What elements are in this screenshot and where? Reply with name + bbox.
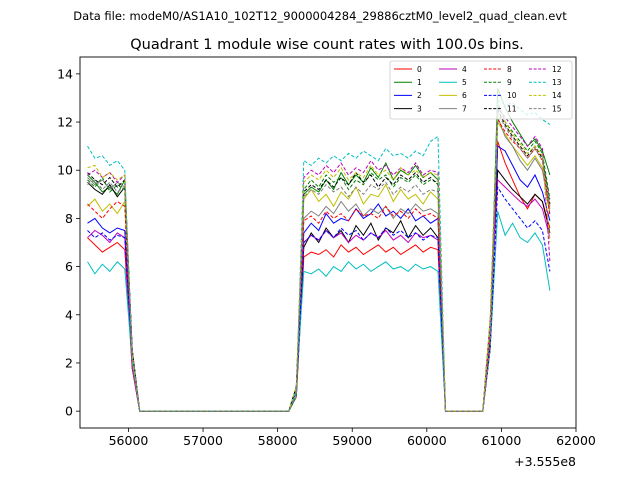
legend-label-13: 13 bbox=[552, 78, 562, 87]
legend-label-8: 8 bbox=[507, 65, 512, 74]
x-tick-label: 61000 bbox=[482, 433, 522, 448]
x-tick-label: 59000 bbox=[332, 433, 372, 448]
x-axis-ticks: 56000 57000 58000 59000 60000 61000 62000 bbox=[109, 428, 596, 448]
y-tick-label: 0 bbox=[65, 404, 73, 419]
legend-label-12: 12 bbox=[552, 65, 562, 74]
y-tick-label: 14 bbox=[57, 66, 73, 81]
legend-label-5: 5 bbox=[462, 78, 467, 87]
legend-label-4: 4 bbox=[462, 65, 467, 74]
chart-title: Quadrant 1 module wise count rates with … bbox=[130, 37, 524, 53]
legend-label-1: 1 bbox=[417, 78, 422, 87]
figure-suptitle: Data file: modeM0/AS1A10_102T12_90000042… bbox=[73, 9, 567, 23]
y-tick-label: 6 bbox=[65, 259, 73, 274]
y-tick-label: 8 bbox=[65, 211, 73, 226]
legend-label-0: 0 bbox=[417, 65, 422, 74]
x-tick-label: 62000 bbox=[556, 433, 596, 448]
x-tick-label: 56000 bbox=[109, 433, 149, 448]
x-tick-label: 57000 bbox=[183, 433, 223, 448]
y-tick-label: 4 bbox=[65, 307, 73, 322]
x-tick-label: 60000 bbox=[407, 433, 447, 448]
legend-frame bbox=[389, 60, 573, 120]
x-tick-label: 58000 bbox=[258, 433, 298, 448]
x-axis-offset-label: +3.555e8 bbox=[514, 454, 576, 469]
plot-area: 56000 57000 58000 59000 60000 61000 62000 0 2 4 6… bbox=[57, 56, 596, 469]
series-layer bbox=[87, 88, 551, 412]
legend-label-9: 9 bbox=[507, 78, 512, 87]
y-tick-label: 10 bbox=[57, 163, 73, 178]
legend-label-14: 14 bbox=[552, 91, 562, 100]
legend-label-7: 7 bbox=[462, 104, 467, 113]
legend-label-10: 10 bbox=[507, 91, 517, 100]
legend-label-2: 2 bbox=[417, 91, 422, 100]
axes-frame bbox=[79, 56, 577, 429]
series-line-15 bbox=[87, 112, 551, 412]
y-tick-label: 2 bbox=[65, 355, 73, 370]
y-axis-ticks: 0 2 4 6 8 10 12 14 bbox=[57, 66, 80, 419]
legend-label-6: 6 bbox=[462, 91, 467, 100]
y-tick-label: 12 bbox=[57, 115, 73, 130]
legend-label-15: 15 bbox=[552, 104, 562, 113]
legend-label-3: 3 bbox=[417, 104, 422, 113]
legend-label-11: 11 bbox=[507, 104, 517, 113]
